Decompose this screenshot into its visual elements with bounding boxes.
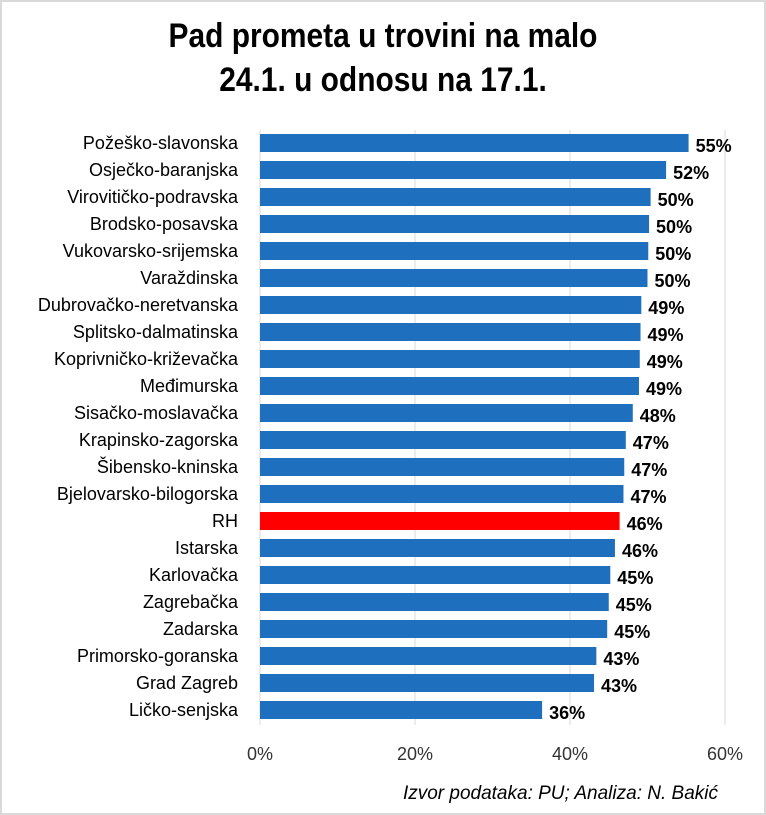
category-label: Grad Zagreb [136, 673, 238, 693]
bar [260, 647, 597, 665]
x-tick-label: 40% [552, 744, 588, 764]
bar [260, 296, 642, 314]
category-label: Istarska [175, 538, 239, 558]
data-label: 49% [647, 352, 683, 372]
category-label: Splitsko-dalmatinska [73, 322, 239, 342]
bar [260, 701, 543, 719]
category-label: Vukovarsko-srijemska [63, 241, 239, 261]
data-label: 47% [631, 460, 667, 480]
bar [260, 188, 651, 206]
data-label: 52% [673, 163, 709, 183]
data-label: 48% [640, 406, 676, 426]
data-label: 50% [656, 217, 692, 237]
data-label: 55% [696, 136, 732, 156]
bar [260, 404, 633, 422]
data-label: 45% [614, 622, 650, 642]
category-label: Osječko-baranjska [89, 160, 239, 180]
bar [260, 620, 608, 638]
category-label: Koprivničko-križevačka [54, 349, 239, 369]
category-label: Primorsko-goranska [77, 646, 239, 666]
category-label: Požeško-slavonska [83, 133, 239, 153]
bar [260, 674, 595, 692]
data-label: 49% [648, 325, 684, 345]
data-label: 45% [617, 568, 653, 588]
bar [260, 512, 620, 530]
category-label: Dubrovačko-neretvanska [38, 295, 239, 315]
chart-title: Pad prometa u trovini na malo 24.1. u od… [46, 14, 720, 102]
bar [260, 458, 625, 476]
category-label: Virovitičko-podravska [67, 187, 239, 207]
data-label: 47% [633, 433, 669, 453]
data-label: 43% [603, 649, 639, 669]
x-tick-label: 60% [707, 744, 743, 764]
data-label: 46% [627, 514, 663, 534]
data-label: 50% [655, 271, 691, 291]
data-label: 47% [630, 487, 666, 507]
bar [260, 431, 626, 449]
bar [260, 485, 624, 503]
bar [260, 269, 648, 287]
bar [260, 539, 615, 557]
category-label: Zadarska [163, 619, 239, 639]
bar [260, 377, 639, 395]
data-label: 45% [616, 595, 652, 615]
category-label: Sisačko-moslavačka [74, 403, 239, 423]
data-label: 50% [658, 190, 694, 210]
data-label: 36% [549, 703, 585, 723]
data-label: 49% [646, 379, 682, 399]
x-tick-label: 20% [397, 744, 433, 764]
chart-title-line-1: Pad prometa u trovini na malo [168, 17, 598, 55]
data-label: 50% [655, 244, 691, 264]
x-tick-label: 0% [247, 744, 273, 764]
category-label: Međimurska [140, 376, 239, 396]
bar [260, 161, 667, 179]
data-label: 49% [648, 298, 684, 318]
chart-title-line-2: 24.1. u odnosu na 17.1. [219, 61, 547, 99]
bar [260, 134, 689, 152]
category-label: Karlovačka [149, 565, 239, 585]
category-label: Bjelovarsko-bilogorska [57, 484, 239, 504]
category-label: Brodsko-posavska [90, 214, 239, 234]
bar [260, 593, 609, 611]
category-label: RH [212, 511, 238, 531]
data-label: 46% [622, 541, 658, 561]
bar [260, 215, 650, 233]
bar [260, 566, 611, 584]
category-label: Šibensko-kninska [97, 456, 239, 477]
data-label: 43% [601, 676, 637, 696]
category-label: Varaždinska [140, 268, 239, 288]
category-label: Zagrebačka [143, 592, 239, 612]
bar [260, 323, 641, 341]
bar [260, 350, 640, 368]
source-note: Izvor podataka: PU; Analiza: N. Bakić [402, 783, 718, 804]
category-label: Krapinsko-zagorska [79, 430, 239, 450]
category-label: Ličko-senjska [129, 700, 239, 720]
bar [260, 242, 649, 260]
